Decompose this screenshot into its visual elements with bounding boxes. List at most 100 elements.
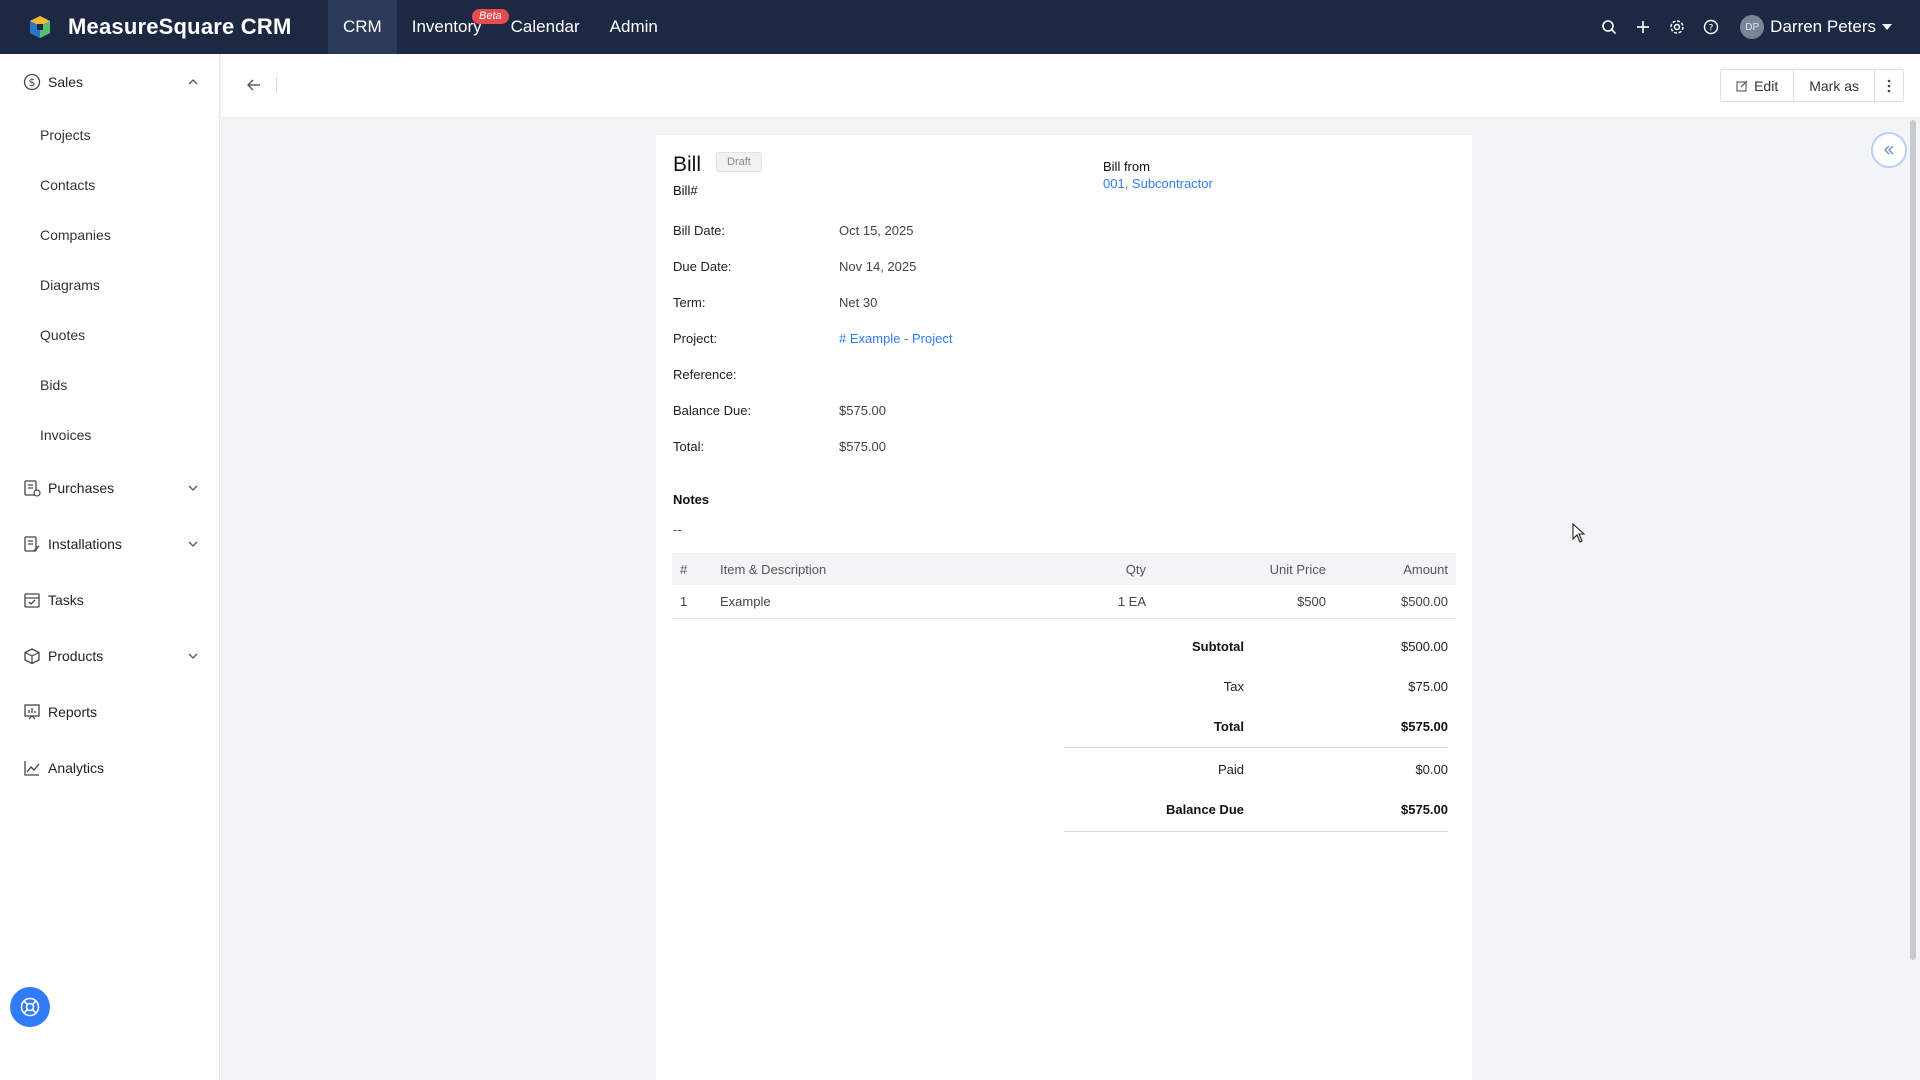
sidebar-group-sales[interactable]: $ Sales <box>0 54 219 110</box>
page-title: Bill <box>673 153 702 176</box>
totals-divider <box>1064 831 1448 832</box>
top-navbar: MeasureSquare CRM CRM Inventory Beta Cal… <box>0 0 1920 54</box>
nav-calendar[interactable]: Calendar <box>511 0 595 54</box>
col-header-unit-price: Unit Price <box>1269 561 1326 577</box>
subtotal-label: Subtotal <box>1192 639 1244 654</box>
field-label-due-date: Due Date: <box>673 259 732 274</box>
sidebar-label-analytics: Analytics <box>48 760 105 776</box>
col-header-qty: Qty <box>1125 561 1146 577</box>
sidebar-item-invoices[interactable]: Invoices <box>40 427 92 443</box>
sidebar-label-sales: Sales <box>48 74 84 90</box>
sidebar-label-products: Products <box>48 648 104 664</box>
nav-admin[interactable]: Admin <box>595 0 673 54</box>
status-badge: Draft <box>716 152 762 172</box>
sidebar-item-analytics[interactable]: Analytics <box>0 740 219 796</box>
sidebar-group-products[interactable]: Products <box>0 628 219 684</box>
table-row: 1 Example 1 EA $500 $500.00 <box>672 585 1456 619</box>
chevron-up-icon <box>188 79 198 85</box>
scrollbar[interactable] <box>1910 120 1916 960</box>
add-icon[interactable] <box>1626 10 1660 44</box>
tax-label: Tax <box>1223 679 1244 694</box>
tax-value: $75.00 <box>1408 679 1448 694</box>
sidebar-item-bids[interactable]: Bids <box>40 377 68 393</box>
sidebar-label-installations: Installations <box>48 536 122 552</box>
sidebar-item-quotes[interactable]: Quotes <box>40 327 86 343</box>
caret-down-icon <box>1882 24 1892 30</box>
search-icon[interactable] <box>1592 10 1626 44</box>
more-options-button[interactable] <box>1875 70 1903 101</box>
sidebar-item-projects[interactable]: Projects <box>40 127 91 143</box>
kebab-menu-icon <box>1887 79 1891 92</box>
chevron-down-icon <box>188 541 198 547</box>
cell-unit-price: $500 <box>1297 594 1326 609</box>
back-arrow-icon[interactable] <box>243 74 265 96</box>
svg-text:$: $ <box>29 76 36 89</box>
edit-button[interactable]: Edit <box>1721 70 1795 101</box>
field-label-bill-date: Bill Date: <box>673 223 726 238</box>
sidebar-item-contacts[interactable]: Contacts <box>40 177 96 193</box>
total-label: Total <box>1213 719 1244 734</box>
detail-toolbar: Edit Mark as <box>221 54 1920 118</box>
nav-calendar-label: Calendar <box>510 17 580 36</box>
nav-inventory[interactable]: Inventory Beta <box>397 0 509 54</box>
mouse-cursor-icon <box>1572 523 1586 543</box>
toolbar-divider <box>276 77 277 93</box>
field-value-balance-due: $575.00 <box>839 403 886 418</box>
calendar-check-icon <box>22 590 42 610</box>
chevron-down-icon <box>188 485 198 491</box>
col-header-item: Item & Description <box>720 561 827 577</box>
balance-due-value: $575.00 <box>1401 802 1448 817</box>
sidebar-item-diagrams[interactable]: Diagrams <box>40 277 100 293</box>
mark-as-button[interactable]: Mark as <box>1794 70 1875 101</box>
app-name: MeasureSquare CRM <box>68 14 292 39</box>
field-value-project-link[interactable]: # Example - Project <box>839 331 953 346</box>
bill-from-label: Bill from <box>1103 159 1150 174</box>
total-value: $575.00 <box>1401 719 1448 734</box>
user-menu[interactable]: DP Darren Peters <box>1740 15 1892 39</box>
purchase-icon <box>22 478 42 498</box>
edit-icon <box>1736 80 1748 92</box>
bill-from-link[interactable]: 001, Subcontractor <box>1103 176 1213 191</box>
lifebuoy-icon <box>20 997 40 1017</box>
sidebar: $ Sales Projects Contacts Companies Diag… <box>0 54 220 1080</box>
user-name: Darren Peters <box>1770 17 1876 36</box>
help-icon[interactable]: ? <box>1694 10 1728 44</box>
nav-crm-label: CRM <box>343 17 382 36</box>
field-label-balance-due: Balance Due: <box>673 403 752 418</box>
dollar-icon: $ <box>22 72 42 92</box>
totals-divider <box>1064 747 1448 748</box>
chevron-down-icon <box>188 653 198 659</box>
beta-badge: Beta <box>472 9 509 24</box>
cell-number: 1 <box>680 594 688 609</box>
col-header-amount: Amount <box>1403 561 1448 577</box>
sidebar-label-tasks: Tasks <box>48 592 84 608</box>
nav-inventory-label: Inventory <box>411 17 482 36</box>
app-logo[interactable]: MeasureSquare CRM <box>0 0 328 54</box>
sidebar-group-purchases[interactable]: Purchases <box>0 460 219 516</box>
expand-panel-button[interactable] <box>1871 132 1907 168</box>
box-icon <box>22 646 42 666</box>
line-chart-icon <box>22 758 42 778</box>
table-header: # Item & Description Qty Unit Price Amou… <box>672 553 1456 585</box>
main-nav: CRM Inventory Beta Calendar Admin <box>328 0 673 54</box>
support-chat-button[interactable] <box>10 987 50 1027</box>
svg-text:?: ? <box>1709 24 1714 34</box>
sidebar-group-installations[interactable]: Installations <box>0 516 219 572</box>
logo-icon <box>30 16 50 38</box>
cell-amount: $500.00 <box>1401 594 1448 609</box>
cell-qty: 1 EA <box>1117 594 1146 609</box>
paid-value: $0.00 <box>1415 762 1448 777</box>
field-label-term: Term: <box>673 295 706 310</box>
notes-heading: Notes <box>673 492 710 507</box>
sidebar-label-reports: Reports <box>48 704 98 720</box>
sidebar-item-reports[interactable]: Reports <box>0 684 219 740</box>
nav-crm[interactable]: CRM <box>328 0 397 54</box>
field-value-bill-date: Oct 15, 2025 <box>839 223 914 238</box>
line-items-table: # Item & Description Qty Unit Price Amou… <box>672 553 1456 619</box>
sidebar-item-tasks[interactable]: Tasks <box>0 572 219 628</box>
sidebar-item-companies[interactable]: Companies <box>40 227 111 243</box>
sidebar-label-purchases: Purchases <box>48 480 115 496</box>
gear-icon[interactable] <box>1660 10 1694 44</box>
double-chevron-left-icon <box>1884 145 1894 155</box>
subtotal-value: $500.00 <box>1401 639 1448 654</box>
